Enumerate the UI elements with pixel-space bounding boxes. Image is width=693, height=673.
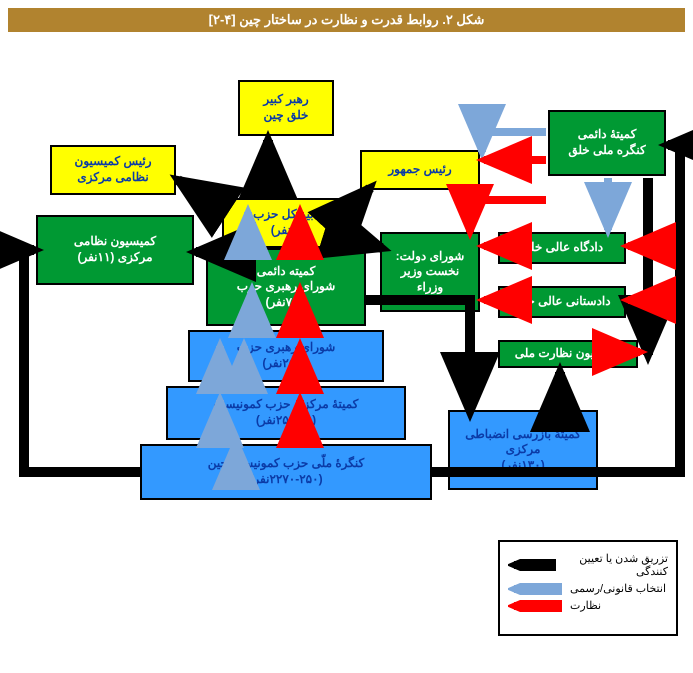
legend-row-oversee: نظارت [508, 599, 668, 612]
node-procuratorate: دادستانی عالی خلق [498, 286, 626, 318]
legend-row-appoint: تزریق شدن یا تعیین کنندگی [508, 552, 668, 578]
legend-label-appoint: تزریق شدن یا تعیین کنندگی [562, 552, 668, 578]
node-paramount-leader: رهبر کبیرخلق چین [238, 80, 334, 136]
legend-label-elect: انتخاب قانونی/رسمی [570, 582, 666, 595]
diagram-canvas: شکل ۲. روابط قدرت و نظارت در ساختار چین … [0, 0, 693, 673]
node-ccdi: کمیتهٔ بازرسی انضباطیمرکزی(۱۳۰نفر) [448, 410, 598, 490]
figure-title: شکل ۲. روابط قدرت و نظارت در ساختار چین … [8, 8, 685, 32]
node-supreme-court: دادگاه عالی خلق [498, 232, 626, 264]
legend: تزریق شدن یا تعیین کنندگی انتخاب قانونی/… [498, 540, 678, 636]
node-cmc-chairman: رئیس کمیسیوننظامی مرکزی [50, 145, 176, 195]
node-supervision: کمیسیون نظارت ملی [498, 340, 638, 368]
arrow-17 [470, 200, 546, 232]
arrow-2 [350, 188, 370, 210]
arrow-9 [482, 132, 546, 152]
node-npc-standing: کمیتهٔ دائمیکنگره ملی خلق [548, 110, 666, 176]
node-central-committee: کمیتهٔ مرکزی حزب کمونیست(۲۵۰-۲۵نفر) [166, 386, 406, 440]
arrow-3 [350, 238, 382, 248]
node-general-secretary: دبیر کل حزب(۱نفر) [222, 198, 350, 248]
arrow-1 [178, 180, 224, 210]
legend-label-oversee: نظارت [570, 599, 601, 612]
node-party-congress: کنگرهٔ ملّی حزب کمونیست چین(۲۲۷۰-۲۵۰نفر) [140, 444, 432, 500]
node-politburo: شورای رهبری حزب(۲۵-۷نفر) [188, 330, 384, 382]
node-state-council: شورای دولت:نخست وزیروزراء [380, 232, 480, 312]
node-politburo-standing: کمیته دائمیشورای رهبری حزب(۷-۱نفر) [206, 248, 366, 326]
legend-row-elect: انتخاب قانونی/رسمی [508, 582, 668, 595]
node-president: رئیس جمهور [360, 150, 480, 190]
node-cmc: کمیسیون نظامیمرکزی (۱۱نفر) [36, 215, 194, 285]
